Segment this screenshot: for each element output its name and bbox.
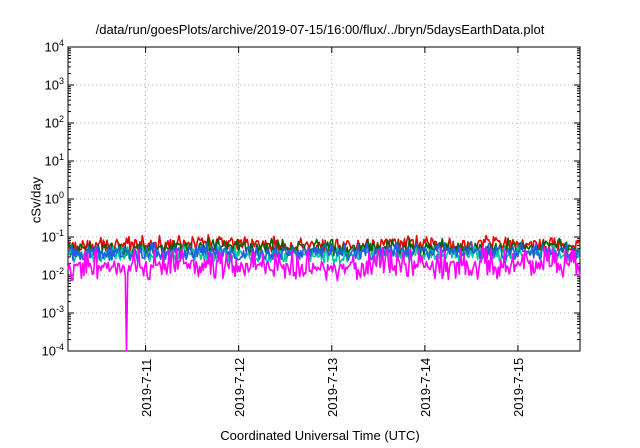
x-tick-label: 2019-7-11: [138, 358, 154, 417]
y-tick-exponent: -4: [55, 342, 64, 352]
y-tick-exponent: -3: [55, 304, 64, 314]
series-line-4: [67, 247, 581, 352]
y-tick-label: 10-2: [4, 266, 64, 282]
y-tick-exponent: 4: [58, 38, 64, 48]
y-tick-base: 10: [44, 153, 59, 169]
y-tick-exponent: 1: [58, 152, 64, 162]
y-tick-base: 10: [44, 39, 59, 55]
y-tick-label: 10-4: [4, 342, 64, 358]
y-tick-base: 10: [41, 267, 56, 283]
y-tick-base: 10: [44, 191, 59, 207]
x-tick-label: 2019-7-13: [324, 357, 340, 417]
y-tick-label: 10-1: [4, 228, 64, 244]
series-line-0: [67, 234, 581, 255]
y-tick-exponent: 2: [58, 114, 64, 124]
x-tick-label: 2019-7-15: [510, 357, 526, 417]
y-tick-exponent: -2: [55, 266, 64, 276]
y-tick-base: 10: [44, 77, 59, 93]
y-tick-base: 10: [44, 115, 59, 131]
y-tick-exponent: 3: [58, 76, 64, 86]
x-axis-label: Coordinated Universal Time (UTC): [220, 428, 420, 443]
chart-title: /data/run/goesPlots/archive/2019-07-15/1…: [95, 22, 545, 37]
x-tick-label: 2019-7-14: [417, 357, 433, 417]
y-tick-label: 100: [4, 190, 64, 206]
y-tick-label: 10-3: [4, 304, 64, 320]
x-tick-label: 2019-7-12: [231, 357, 247, 417]
y-tick-label: 104: [4, 38, 64, 54]
y-tick-exponent: 0: [58, 190, 64, 200]
y-tick-base: 10: [41, 343, 56, 359]
y-tick-base: 10: [41, 229, 56, 245]
y-tick-label: 102: [4, 114, 64, 130]
y-tick-base: 10: [41, 305, 56, 321]
y-tick-label: 103: [4, 76, 64, 92]
y-tick-exponent: -1: [55, 228, 64, 238]
y-tick-label: 101: [4, 152, 64, 168]
series-line-3: [67, 241, 581, 262]
